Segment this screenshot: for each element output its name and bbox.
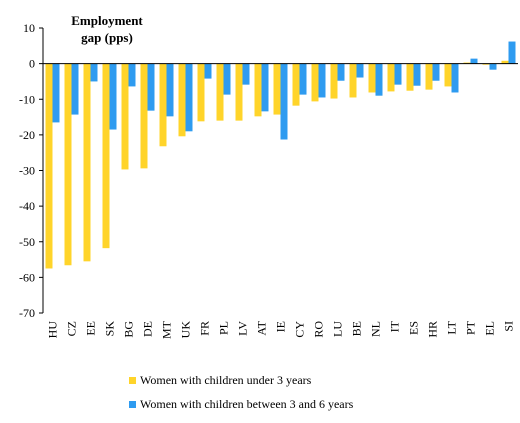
x-tick-label: CZ — [65, 321, 79, 336]
bar — [508, 41, 516, 64]
bar — [45, 63, 53, 269]
x-tick-label: SK — [103, 321, 117, 337]
bar — [254, 63, 262, 117]
bar — [83, 63, 91, 262]
x-tick-label: UK — [179, 321, 193, 339]
bar — [197, 63, 205, 122]
bar — [261, 63, 269, 112]
bar — [242, 63, 250, 85]
bar — [299, 63, 307, 95]
x-tick-label: ES — [407, 321, 421, 335]
bar — [349, 63, 357, 98]
x-tick-label: HR — [426, 321, 440, 338]
bar — [273, 63, 281, 115]
bar — [140, 63, 148, 169]
bar — [128, 63, 136, 87]
x-tick-label: BG — [122, 321, 136, 338]
x-tick-label: PT — [464, 320, 478, 335]
x-tick-label: SI — [502, 321, 516, 332]
y-tick-label: 0 — [29, 57, 35, 71]
bar — [375, 63, 383, 96]
y-tick-label: -30 — [19, 164, 35, 178]
bar — [280, 63, 288, 140]
bar — [292, 63, 300, 106]
bar — [444, 63, 452, 87]
y-tick-label: -70 — [19, 306, 35, 320]
y-tick-label: -10 — [19, 92, 35, 106]
bar — [330, 63, 338, 99]
bar — [147, 63, 155, 111]
x-tick-label: IE — [274, 321, 288, 332]
bar — [470, 58, 478, 64]
bar — [204, 63, 212, 79]
bar — [223, 63, 231, 95]
legend-label: Women with children under 3 years — [140, 373, 312, 387]
bar — [394, 63, 402, 85]
bar — [425, 63, 433, 90]
bar — [311, 63, 319, 102]
bar — [71, 63, 79, 115]
bar — [121, 63, 129, 170]
chart-title: Employment gap (pps) — [71, 13, 143, 45]
bar — [501, 60, 509, 64]
x-tick-label: PL — [217, 321, 231, 335]
x-tick-label: LT — [445, 320, 459, 334]
bar — [102, 63, 110, 249]
x-tick-label: DE — [141, 321, 155, 337]
y-tick-label: -40 — [19, 199, 35, 213]
bar — [178, 63, 186, 137]
x-tick-label: AT — [255, 320, 269, 335]
x-tick-label: HU — [46, 321, 60, 339]
bar — [387, 63, 395, 92]
x-tick-label: EL — [483, 321, 497, 336]
x-tick-label: MT — [160, 320, 174, 339]
y-tick-label: 10 — [23, 21, 35, 35]
bar — [406, 63, 414, 91]
x-tick-label: LV — [236, 321, 250, 336]
x-tick-label: EE — [84, 321, 98, 336]
bar — [482, 63, 490, 65]
x-tick-label: BE — [350, 321, 364, 336]
bar — [166, 63, 174, 117]
legend-swatch — [129, 377, 136, 384]
y-tick-label: -20 — [19, 128, 35, 142]
bar — [185, 63, 193, 132]
x-tick-label: FR — [198, 321, 212, 336]
legend-label: Women with children between 3 and 6 year… — [140, 397, 354, 411]
bar — [109, 63, 117, 130]
bar — [413, 63, 421, 86]
y-tick-label: -50 — [19, 235, 35, 249]
bar — [368, 63, 376, 93]
bar — [463, 62, 471, 64]
bar — [90, 63, 98, 82]
x-tick-label: RO — [312, 321, 326, 338]
bar — [64, 63, 72, 266]
bar — [235, 63, 243, 121]
x-tick-label: IT — [388, 320, 402, 332]
x-tick-label: NL — [369, 321, 383, 337]
bar — [52, 63, 60, 123]
bar — [159, 63, 167, 147]
bar — [356, 63, 364, 78]
x-tick-label: CY — [293, 321, 307, 338]
bar — [432, 63, 440, 81]
bar — [216, 63, 224, 121]
x-tick-label: LU — [331, 321, 345, 337]
bar — [318, 63, 326, 98]
legend-swatch — [129, 401, 136, 408]
y-tick-label: -60 — [19, 270, 35, 284]
bar — [337, 63, 345, 81]
bar — [451, 63, 459, 93]
bar — [489, 63, 497, 70]
